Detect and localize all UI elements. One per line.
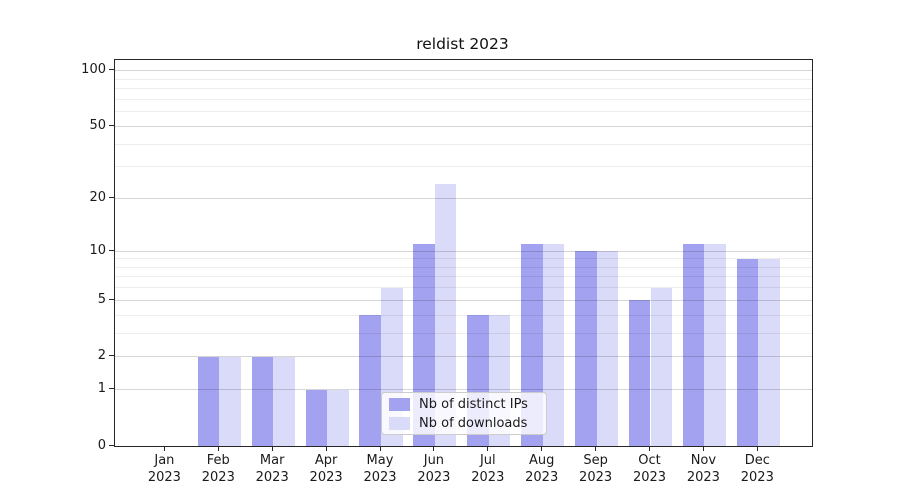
x-tick-mark-jan	[163, 446, 165, 451]
y-tick-mark-5	[109, 298, 114, 300]
x-tick-mark-oct	[649, 446, 650, 451]
y-tick-label-100: 100	[81, 62, 106, 78]
legend-label-distinct-ips: Nb of distinct IPs	[419, 396, 528, 412]
bar-jun-downloads	[434, 184, 457, 446]
bar-dec-distinct-ips	[736, 258, 759, 446]
gridline-y-20	[115, 197, 812, 199]
bar-may-distinct-ips	[359, 315, 381, 446]
grid-layer	[115, 60, 812, 446]
x-tick-mark-dec	[756, 446, 758, 451]
gridline-y-4	[115, 314, 812, 316]
y-tick-label-5: 5	[97, 291, 106, 307]
x-tick-label-mar: Mar 2023	[255, 453, 289, 485]
x-tick-label-aug: Aug 2023	[525, 453, 559, 485]
gridline-y-90	[115, 78, 812, 80]
x-tick-mark-sep	[595, 446, 597, 451]
x-tick-mark-nov	[702, 446, 704, 451]
gridline-y-30	[115, 166, 812, 168]
bar-feb-distinct-ips	[197, 356, 220, 446]
legend-swatch-downloads	[389, 416, 410, 430]
y-tick-label-10: 10	[89, 242, 106, 258]
gridline-y-3	[115, 332, 812, 334]
bar-mar-downloads	[273, 356, 295, 446]
x-tick-mark-may	[379, 446, 381, 451]
gridline-y-80	[115, 88, 812, 90]
bar-nov-distinct-ips	[682, 243, 705, 446]
gridline-y-9	[115, 258, 812, 260]
gridline-y-6	[115, 287, 812, 289]
y-tick-label-20: 20	[89, 189, 106, 205]
x-tick-label-jul: Jul 2023	[471, 453, 505, 485]
gridline-y-8	[115, 266, 812, 268]
gridline-y-70	[115, 98, 812, 100]
x-tick-label-feb: Feb 2023	[201, 453, 235, 485]
y-tick-mark-1	[109, 388, 114, 390]
gridline-y-7	[115, 276, 812, 278]
y-tick-label-50: 50	[89, 117, 106, 133]
bar-apr-distinct-ips	[305, 389, 328, 446]
plot-area: Nb of distinct IPs Nb of downloads	[114, 59, 813, 447]
x-tick-label-apr: Apr 2023	[309, 453, 343, 485]
bar-oct-downloads	[650, 287, 673, 446]
y-tick-mark-20	[109, 196, 114, 198]
y-tick-mark-0	[109, 444, 114, 446]
gridline-y-60	[115, 111, 812, 113]
y-tick-label-2: 2	[97, 348, 106, 364]
bar-sep-distinct-ips	[575, 251, 597, 446]
x-tick-label-oct: Oct 2023	[632, 453, 667, 485]
y-tick-label-0: 0	[97, 437, 106, 453]
bar-apr-downloads	[327, 389, 349, 446]
bar-dec-downloads	[758, 258, 780, 446]
gridline-y-1	[115, 389, 812, 391]
x-tick-mark-mar	[271, 446, 273, 451]
bar-sep-downloads	[596, 251, 619, 446]
x-tick-label-sep: Sep 2023	[579, 453, 613, 485]
bar-oct-distinct-ips	[628, 300, 651, 446]
x-tick-mark-aug	[541, 446, 543, 451]
y-tick-mark-10	[109, 249, 114, 251]
x-tick-mark-apr	[325, 446, 327, 451]
bar-nov-downloads	[704, 243, 726, 446]
x-tick-label-may: May 2023	[363, 453, 397, 485]
chart-title: reldist 2023	[416, 35, 509, 53]
gridline-y-50	[115, 125, 812, 127]
gridline-y-5	[115, 299, 812, 301]
gridline-y-40	[115, 143, 812, 145]
gridline-y-2	[115, 356, 812, 358]
y-tick-mark-100	[109, 69, 114, 71]
bar-mar-distinct-ips	[251, 356, 274, 446]
legend-entry-distinct-ips: Nb of distinct IPs	[382, 395, 546, 413]
legend-label-downloads: Nb of downloads	[419, 415, 528, 431]
x-tick-label-jan: Jan 2023	[147, 453, 181, 485]
y-tick-mark-2	[109, 355, 114, 357]
y-tick-label-1: 1	[97, 381, 106, 397]
legend-entry-downloads: Nb of downloads	[382, 414, 546, 432]
x-tick-mark-jul	[487, 446, 489, 451]
gridline-y-10	[115, 250, 812, 252]
x-tick-label-dec: Dec 2023	[740, 453, 774, 485]
legend-swatch-distinct-ips	[389, 397, 410, 411]
y-tick-mark-50	[109, 124, 114, 126]
x-tick-label-jun: Jun 2023	[417, 453, 451, 485]
legend: Nb of distinct IPs Nb of downloads	[381, 392, 547, 435]
x-tick-mark-jun	[433, 446, 435, 451]
bar-aug-downloads	[542, 243, 565, 446]
x-tick-label-nov: Nov 2023	[686, 453, 720, 485]
bar-feb-downloads	[219, 356, 241, 446]
gridline-y-100	[115, 70, 812, 72]
x-tick-mark-feb	[217, 446, 219, 451]
